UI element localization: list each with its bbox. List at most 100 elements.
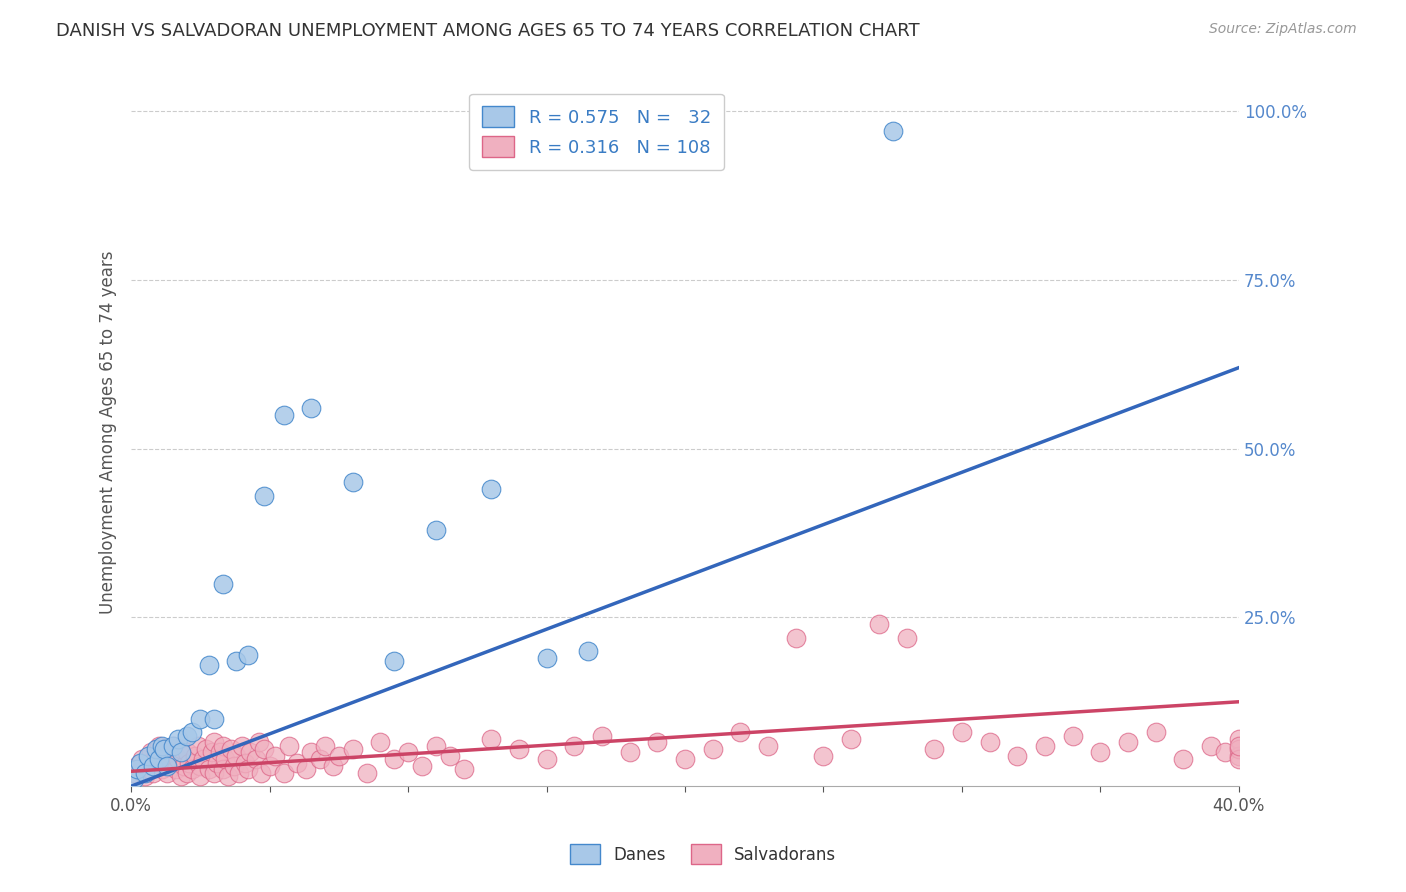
Point	[396, 745, 419, 759]
Point	[162, 748, 184, 763]
Point	[228, 765, 250, 780]
Point	[950, 725, 973, 739]
Point	[211, 762, 233, 776]
Point	[508, 742, 530, 756]
Point	[170, 745, 193, 759]
Point	[479, 731, 502, 746]
Text: DANISH VS SALVADORAN UNEMPLOYMENT AMONG AGES 65 TO 74 YEARS CORRELATION CHART: DANISH VS SALVADORAN UNEMPLOYMENT AMONG …	[56, 22, 920, 40]
Point	[253, 742, 276, 756]
Point	[179, 756, 201, 770]
Point	[131, 752, 153, 766]
Point	[150, 739, 173, 753]
Point	[167, 731, 190, 746]
Point	[181, 762, 204, 776]
Point	[299, 401, 322, 416]
Point	[187, 739, 209, 753]
Point	[128, 762, 150, 776]
Point	[1199, 739, 1222, 753]
Point	[167, 752, 190, 766]
Point	[1033, 739, 1056, 753]
Point	[205, 756, 228, 770]
Point	[382, 654, 405, 668]
Point	[134, 769, 156, 783]
Point	[314, 739, 336, 753]
Point	[356, 765, 378, 780]
Point	[1227, 752, 1250, 766]
Point	[264, 748, 287, 763]
Point	[170, 769, 193, 783]
Point	[148, 752, 170, 766]
Point	[125, 762, 148, 776]
Point	[273, 408, 295, 422]
Point	[173, 759, 195, 773]
Legend: Danes, Salvadorans: Danes, Salvadorans	[564, 838, 842, 871]
Point	[139, 745, 162, 759]
Point	[222, 759, 245, 773]
Point	[122, 765, 145, 780]
Point	[236, 762, 259, 776]
Point	[145, 742, 167, 756]
Point	[190, 712, 212, 726]
Point	[536, 651, 558, 665]
Point	[148, 739, 170, 753]
Point	[225, 654, 247, 668]
Point	[148, 759, 170, 773]
Point	[1062, 729, 1084, 743]
Point	[247, 735, 270, 749]
Point	[197, 762, 219, 776]
Point	[278, 739, 301, 753]
Point	[162, 739, 184, 753]
Y-axis label: Unemployment Among Ages 65 to 74 years: Unemployment Among Ages 65 to 74 years	[100, 250, 117, 614]
Point	[253, 489, 276, 503]
Point	[122, 772, 145, 787]
Point	[165, 762, 187, 776]
Point	[702, 742, 724, 756]
Point	[322, 759, 344, 773]
Point	[159, 756, 181, 770]
Point	[195, 742, 218, 756]
Point	[219, 742, 242, 756]
Point	[453, 762, 475, 776]
Point	[591, 729, 613, 743]
Point	[190, 759, 212, 773]
Point	[647, 735, 669, 749]
Point	[239, 745, 262, 759]
Point	[785, 631, 807, 645]
Point	[197, 657, 219, 672]
Point	[208, 745, 231, 759]
Point	[128, 756, 150, 770]
Point	[342, 475, 364, 490]
Point	[439, 748, 461, 763]
Point	[136, 748, 159, 763]
Point	[342, 742, 364, 756]
Point	[150, 762, 173, 776]
Point	[328, 748, 350, 763]
Point	[287, 756, 309, 770]
Point	[236, 648, 259, 662]
Point	[1144, 725, 1167, 739]
Point	[479, 482, 502, 496]
Text: Source: ZipAtlas.com: Source: ZipAtlas.com	[1209, 22, 1357, 37]
Point	[245, 752, 267, 766]
Point	[125, 759, 148, 773]
Point	[211, 576, 233, 591]
Point	[813, 748, 835, 763]
Point	[225, 748, 247, 763]
Point	[134, 765, 156, 780]
Point	[156, 759, 179, 773]
Point	[1090, 745, 1112, 759]
Point	[411, 759, 433, 773]
Point	[156, 765, 179, 780]
Point	[839, 731, 862, 746]
Point	[176, 745, 198, 759]
Point	[202, 735, 225, 749]
Point	[1116, 735, 1139, 749]
Point	[202, 765, 225, 780]
Point	[299, 745, 322, 759]
Point	[896, 631, 918, 645]
Point	[1227, 731, 1250, 746]
Point	[250, 765, 273, 780]
Point	[176, 729, 198, 743]
Point	[730, 725, 752, 739]
Point	[1173, 752, 1195, 766]
